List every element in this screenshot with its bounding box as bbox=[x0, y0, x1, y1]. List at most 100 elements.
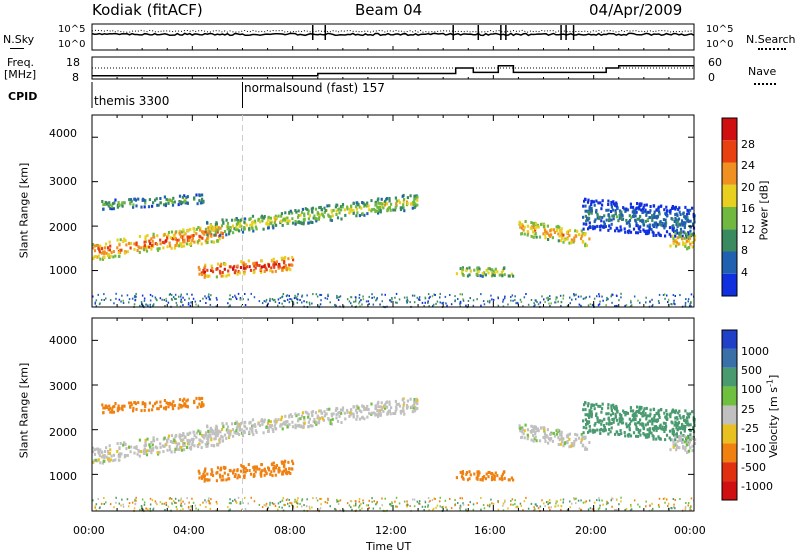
velocity-cell bbox=[288, 498, 290, 501]
power-cell bbox=[271, 258, 274, 262]
power-cell bbox=[284, 211, 287, 215]
power-cell bbox=[138, 235, 141, 238]
power-cell bbox=[290, 298, 293, 301]
velocity-cell bbox=[624, 508, 626, 511]
power-cell bbox=[685, 212, 689, 216]
velocity-cell bbox=[549, 438, 552, 442]
velocity-cell bbox=[566, 441, 569, 445]
velocity-cell bbox=[174, 434, 177, 438]
velocity-cell bbox=[666, 412, 669, 416]
power-cell bbox=[154, 296, 157, 299]
power-cell bbox=[151, 295, 154, 298]
velocity-cell bbox=[657, 435, 660, 439]
power-cell bbox=[173, 200, 176, 204]
power-cell bbox=[281, 302, 283, 305]
velocity-cell bbox=[277, 502, 280, 505]
power-cell bbox=[605, 208, 608, 212]
velocity-cell bbox=[102, 454, 105, 458]
velocity-cell bbox=[329, 422, 332, 425]
velocity-cell bbox=[263, 504, 266, 507]
power-cell bbox=[141, 294, 144, 297]
velocity-cell bbox=[649, 412, 652, 416]
power-cell bbox=[644, 219, 647, 223]
power-cell bbox=[292, 301, 295, 304]
velocity-cell bbox=[191, 442, 194, 446]
power-cell bbox=[134, 299, 136, 302]
velocity-cell bbox=[301, 505, 303, 508]
velocity-cell bbox=[132, 406, 135, 410]
velocity-cell bbox=[664, 438, 667, 442]
power-cell bbox=[236, 228, 239, 232]
velocity-cell bbox=[588, 420, 591, 424]
velocity-cell bbox=[432, 507, 435, 510]
power-cell bbox=[521, 224, 524, 228]
velocity-cell bbox=[501, 472, 504, 476]
velocity-cell bbox=[237, 422, 240, 426]
power-cell bbox=[103, 252, 106, 256]
velocity-cell bbox=[229, 429, 232, 433]
power-cell bbox=[504, 295, 506, 298]
power-cell bbox=[531, 225, 534, 229]
velocity-cell bbox=[666, 498, 668, 501]
power-cell bbox=[395, 301, 397, 304]
velocity-cell bbox=[472, 503, 475, 506]
power-cell bbox=[115, 292, 117, 295]
power-cell bbox=[682, 221, 685, 225]
velocity-cell bbox=[634, 418, 637, 421]
nave-label: Nave bbox=[748, 65, 777, 78]
power-cell bbox=[413, 197, 416, 201]
velocity-cell bbox=[341, 406, 345, 410]
velocity-cell bbox=[687, 415, 691, 419]
velocity-cell bbox=[242, 468, 245, 472]
velocity-cell bbox=[315, 420, 318, 424]
velocity-cell bbox=[112, 410, 115, 414]
velocity-cell bbox=[682, 446, 685, 450]
velocity-cell bbox=[315, 422, 318, 426]
velocity-cell bbox=[93, 448, 97, 452]
velocity-cell bbox=[679, 438, 682, 442]
power-cell bbox=[523, 225, 526, 229]
power-cell bbox=[281, 266, 284, 270]
velocity-cell bbox=[301, 411, 304, 415]
power-cell bbox=[664, 224, 667, 228]
power-cell bbox=[682, 211, 685, 215]
power-cell bbox=[169, 236, 172, 240]
velocity-cell bbox=[481, 476, 484, 479]
power-cell bbox=[116, 205, 119, 209]
velocity-cell bbox=[675, 426, 678, 430]
power-cell bbox=[129, 246, 132, 250]
velocity-cell bbox=[238, 428, 241, 432]
power-cell bbox=[263, 265, 266, 269]
velocity-cell bbox=[118, 458, 121, 462]
power-cell bbox=[651, 214, 654, 218]
velocity-cell bbox=[189, 447, 193, 451]
velocity-cell bbox=[355, 411, 358, 415]
velocity-cell bbox=[375, 503, 377, 506]
power-cell bbox=[394, 208, 397, 212]
velocity-cell bbox=[563, 442, 566, 446]
power-cell bbox=[384, 293, 386, 296]
power-cell bbox=[171, 298, 173, 301]
velocity-cell bbox=[198, 396, 201, 400]
velocity-colorbar-segment bbox=[722, 386, 737, 406]
velocity-cell bbox=[671, 410, 674, 414]
velocity-cell bbox=[180, 497, 182, 500]
velocity-cell bbox=[132, 409, 135, 413]
velocity-cell bbox=[595, 412, 598, 416]
velocity-cell bbox=[688, 440, 692, 444]
power-cell bbox=[667, 298, 670, 301]
power-cell bbox=[249, 223, 252, 227]
velocity-cell bbox=[232, 499, 234, 502]
velocity-cell bbox=[251, 418, 255, 422]
power-cell bbox=[671, 207, 674, 210]
velocity-cell bbox=[107, 407, 110, 411]
velocity-cell bbox=[279, 423, 282, 427]
power-cell bbox=[237, 270, 240, 273]
power-cell bbox=[655, 233, 658, 237]
power-cell bbox=[286, 216, 289, 220]
power-cell bbox=[432, 305, 434, 308]
power-cell bbox=[585, 296, 587, 299]
power-cell bbox=[348, 207, 352, 211]
velocity-cell bbox=[588, 413, 592, 417]
velocity-cell bbox=[133, 446, 136, 450]
